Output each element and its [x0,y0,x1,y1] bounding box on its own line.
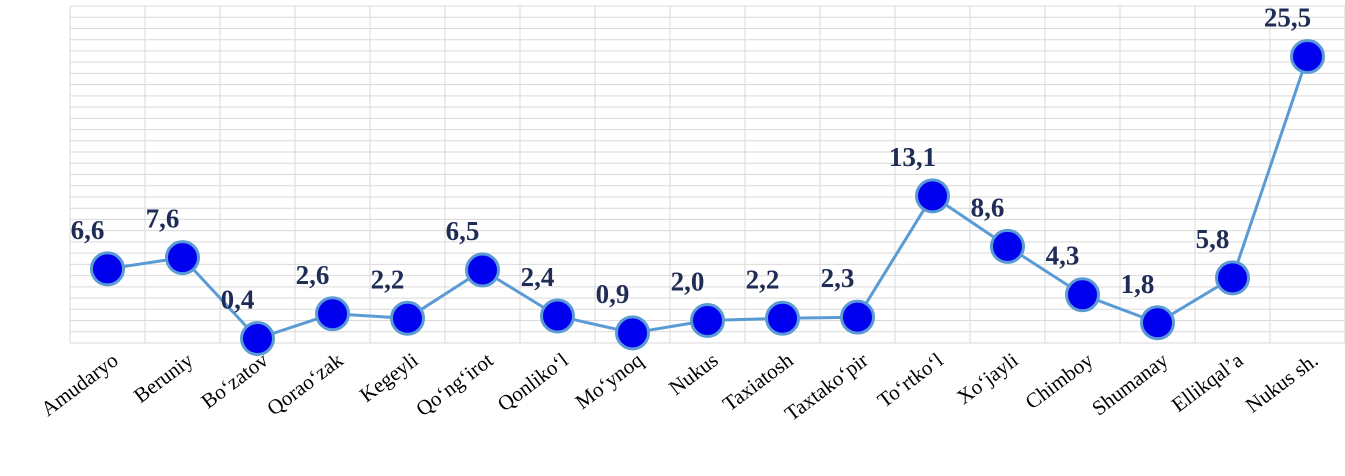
data-label: 25,5 [1264,3,1311,33]
data-label: 2,2 [746,264,780,294]
x-tick-label: Mo‘ynoq [571,348,648,415]
data-label: 0,9 [596,279,630,309]
data-label: 8,6 [971,192,1005,222]
data-label: 4,3 [1046,241,1080,271]
data-markers [90,39,1325,357]
data-point [840,299,875,335]
x-tick-label: Shumanay [1087,348,1173,421]
x-tick-label: Nukus [664,348,722,400]
data-label: 7,6 [146,204,180,234]
data-label: 2,2 [371,264,405,294]
data-point [465,252,500,288]
x-tick-label: Qorao‘zak [262,348,348,421]
data-point [1065,277,1100,313]
data-label: 6,5 [446,216,480,246]
data-label: 5,8 [1196,224,1230,254]
data-point [390,300,425,336]
x-tick-label: Ellikqal’a [1167,347,1248,416]
x-tick-label: Chimboy [1021,348,1098,415]
data-point [915,178,950,214]
data-label: 0,4 [221,285,255,315]
data-point [315,296,350,332]
data-point [1290,39,1325,75]
data-point [1140,305,1175,341]
gridlines [69,5,1345,344]
x-tick-label: Amudaryo [36,348,122,421]
data-point [765,300,800,336]
data-point [165,240,200,276]
data-point [990,228,1025,264]
x-tick-label: Qo‘ng‘irot [411,348,497,421]
x-tick-label: Nukus sh. [1241,348,1323,418]
data-label: 2,6 [296,260,330,290]
x-tick-label: Kegeyli [355,348,423,407]
data-label: 6,6 [71,215,105,245]
data-point [240,321,275,357]
x-tick-label: To‘rtko‘l [873,348,948,413]
x-tick-label: Bo‘zatov [197,348,273,414]
data-point [540,298,575,334]
x-tick-label: Qonliko‘l [493,348,573,416]
data-point [690,303,725,339]
data-label: 13,1 [889,142,936,172]
data-label: 2,0 [671,267,705,297]
data-label: 1,8 [1121,269,1155,299]
x-tick-label: Xo‘jayli [952,348,1022,409]
data-label: 2,4 [521,262,555,292]
x-tick-label: Taxtako‘pir [780,348,872,426]
data-point [90,251,125,287]
data-labels: 6,6 7,6 0,4 2,6 2,2 6,5 2,4 0,9 2,0 2,2 2,3 13,1 8,6… [71,3,1312,315]
data-label: 2,3 [821,263,855,293]
data-point [1215,260,1250,296]
x-tick-label: Beruniy [129,348,198,408]
data-point [615,315,650,351]
